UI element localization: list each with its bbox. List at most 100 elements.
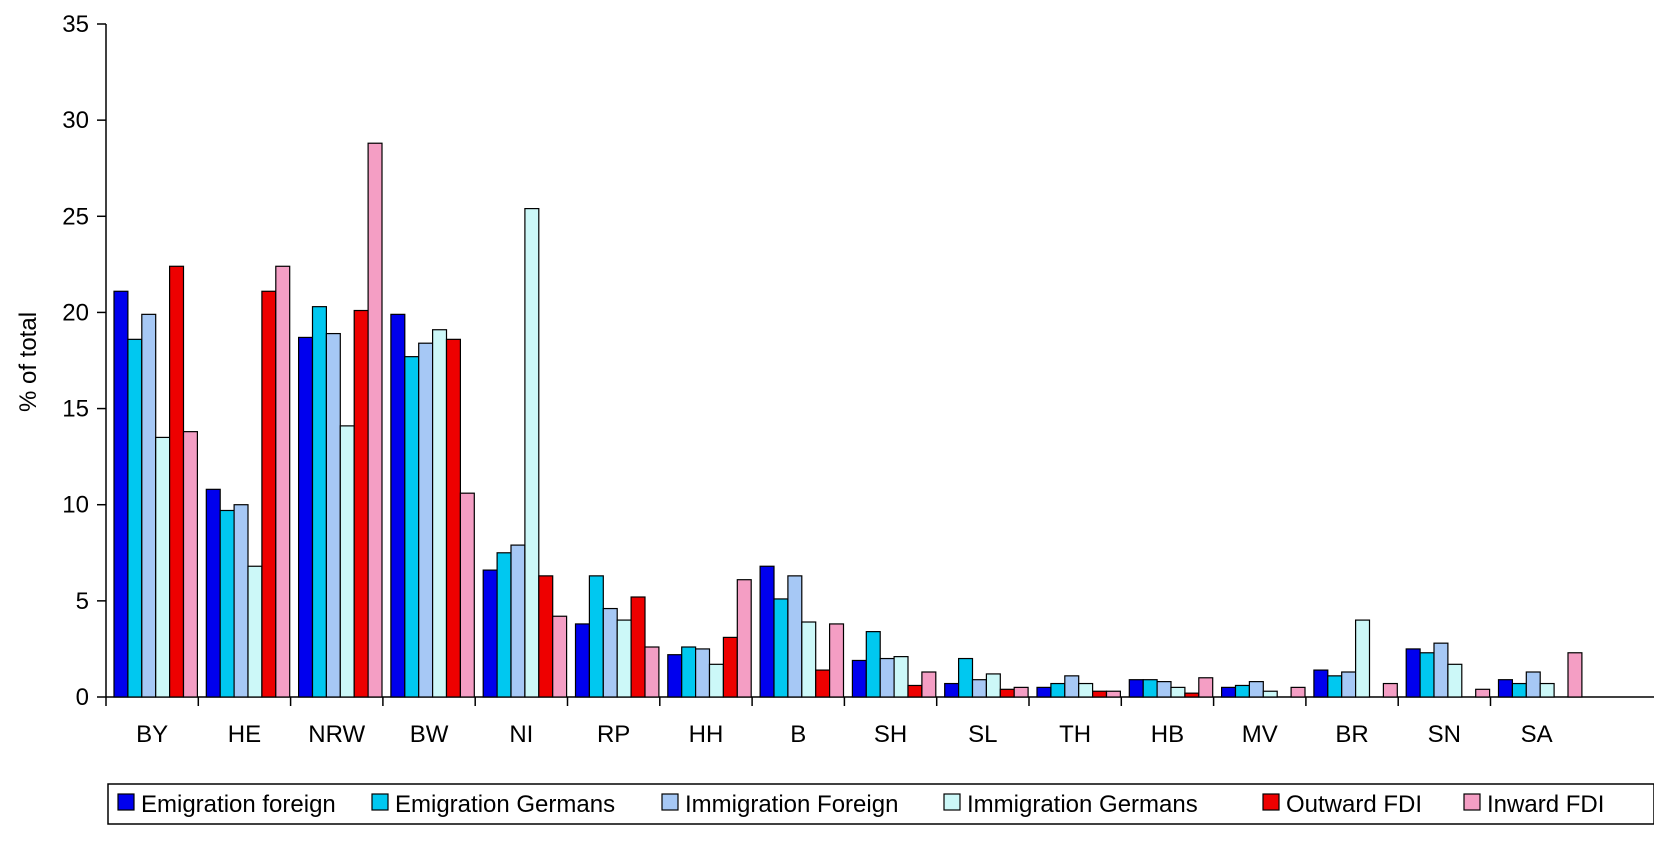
y-tick-label: 0 [76,684,89,711]
y-tick-label: 35 [62,11,89,38]
y-tick-label: 5 [76,588,89,615]
bar [1036,686,1052,698]
bar [1475,688,1491,698]
x-tick-label: SN [1428,721,1461,748]
bar [921,671,937,698]
x-tick-label: SA [1521,721,1553,748]
bar [588,575,604,698]
bars [113,142,1583,698]
bar [1105,690,1121,698]
x-tick-label: NI [509,721,533,748]
bar [219,509,235,698]
bar [1128,679,1144,698]
bar [773,598,789,698]
x-tick-label: BY [136,721,168,748]
bar [1433,642,1449,698]
bar [367,142,383,698]
bar [1419,652,1435,698]
bar [524,207,540,698]
y-axis-title: % of total [15,312,42,412]
bar [1262,690,1278,698]
legend-box [107,783,1654,825]
bar [1382,682,1398,698]
bar [339,425,355,698]
bar [1539,682,1555,698]
bar [1405,648,1421,698]
bar [1511,682,1527,698]
y-tick-label: 25 [62,203,89,230]
bar [1184,692,1200,698]
x-tick-label: NRW [308,721,365,748]
bar [182,431,198,698]
bar [432,329,448,698]
bar [1142,679,1158,698]
legend-label: Emigration foreign [141,791,336,818]
bar [538,575,554,698]
bar [722,636,738,698]
bar [694,648,711,698]
x-tick-label: HH [689,721,724,748]
legend-label: Immigration Germans [967,791,1198,818]
bar [1248,681,1264,698]
bar [985,673,1001,698]
bar [1198,677,1214,698]
x-tick-label: TH [1059,721,1091,748]
bar [708,663,724,698]
legend-label: Emigration Germans [395,791,615,818]
bar [1327,675,1343,698]
bar [496,552,512,698]
bar [510,544,526,698]
bar [759,565,775,698]
y-axis: 0 5 10 15 20 25 30 35 [62,11,107,711]
legend-swatch [943,793,961,811]
legend-swatch [117,793,135,811]
bar [1447,663,1463,698]
legend-swatch [371,793,389,811]
legend-label: Inward FDI [1487,791,1604,818]
x-tick-label: BW [410,721,449,748]
bar [999,688,1015,698]
bar [815,669,831,698]
bar [630,596,646,698]
bar [404,356,420,698]
x-axis: BY HE NRW BW NI RP HH B SH SL TH HB MV BR SN SA [105,696,1654,748]
bar [957,657,974,698]
bar [127,338,143,698]
bar [865,631,881,698]
bar [893,656,909,698]
bar [801,621,817,698]
bar [1013,686,1029,698]
y-tick-label: 15 [62,396,89,423]
bar [1078,682,1094,698]
bar [298,336,314,698]
bar [574,623,590,698]
bar [1313,669,1329,698]
bar [390,313,406,698]
bar [736,579,752,698]
x-tick-label: SL [968,721,997,748]
legend-swatch [661,793,679,811]
legend-swatch [1463,793,1481,811]
x-tick-label: MV [1242,721,1278,748]
bar [1170,686,1186,698]
bar [552,615,568,698]
bar [261,290,277,698]
bar [667,654,683,698]
bar [459,492,475,698]
bar [787,575,803,698]
bar [1064,675,1080,698]
bar [944,682,960,698]
bar [851,659,867,698]
bar [644,646,660,698]
y-tick-label: 10 [62,492,89,519]
y-tick-label: 30 [62,107,89,134]
y-tick-label: 20 [62,299,89,326]
bar [445,338,461,698]
bar [169,265,185,698]
bar [325,332,341,698]
legend-label: Immigration Foreign [685,791,898,818]
bar [1234,684,1250,698]
bar [418,342,434,698]
bar [353,309,369,698]
